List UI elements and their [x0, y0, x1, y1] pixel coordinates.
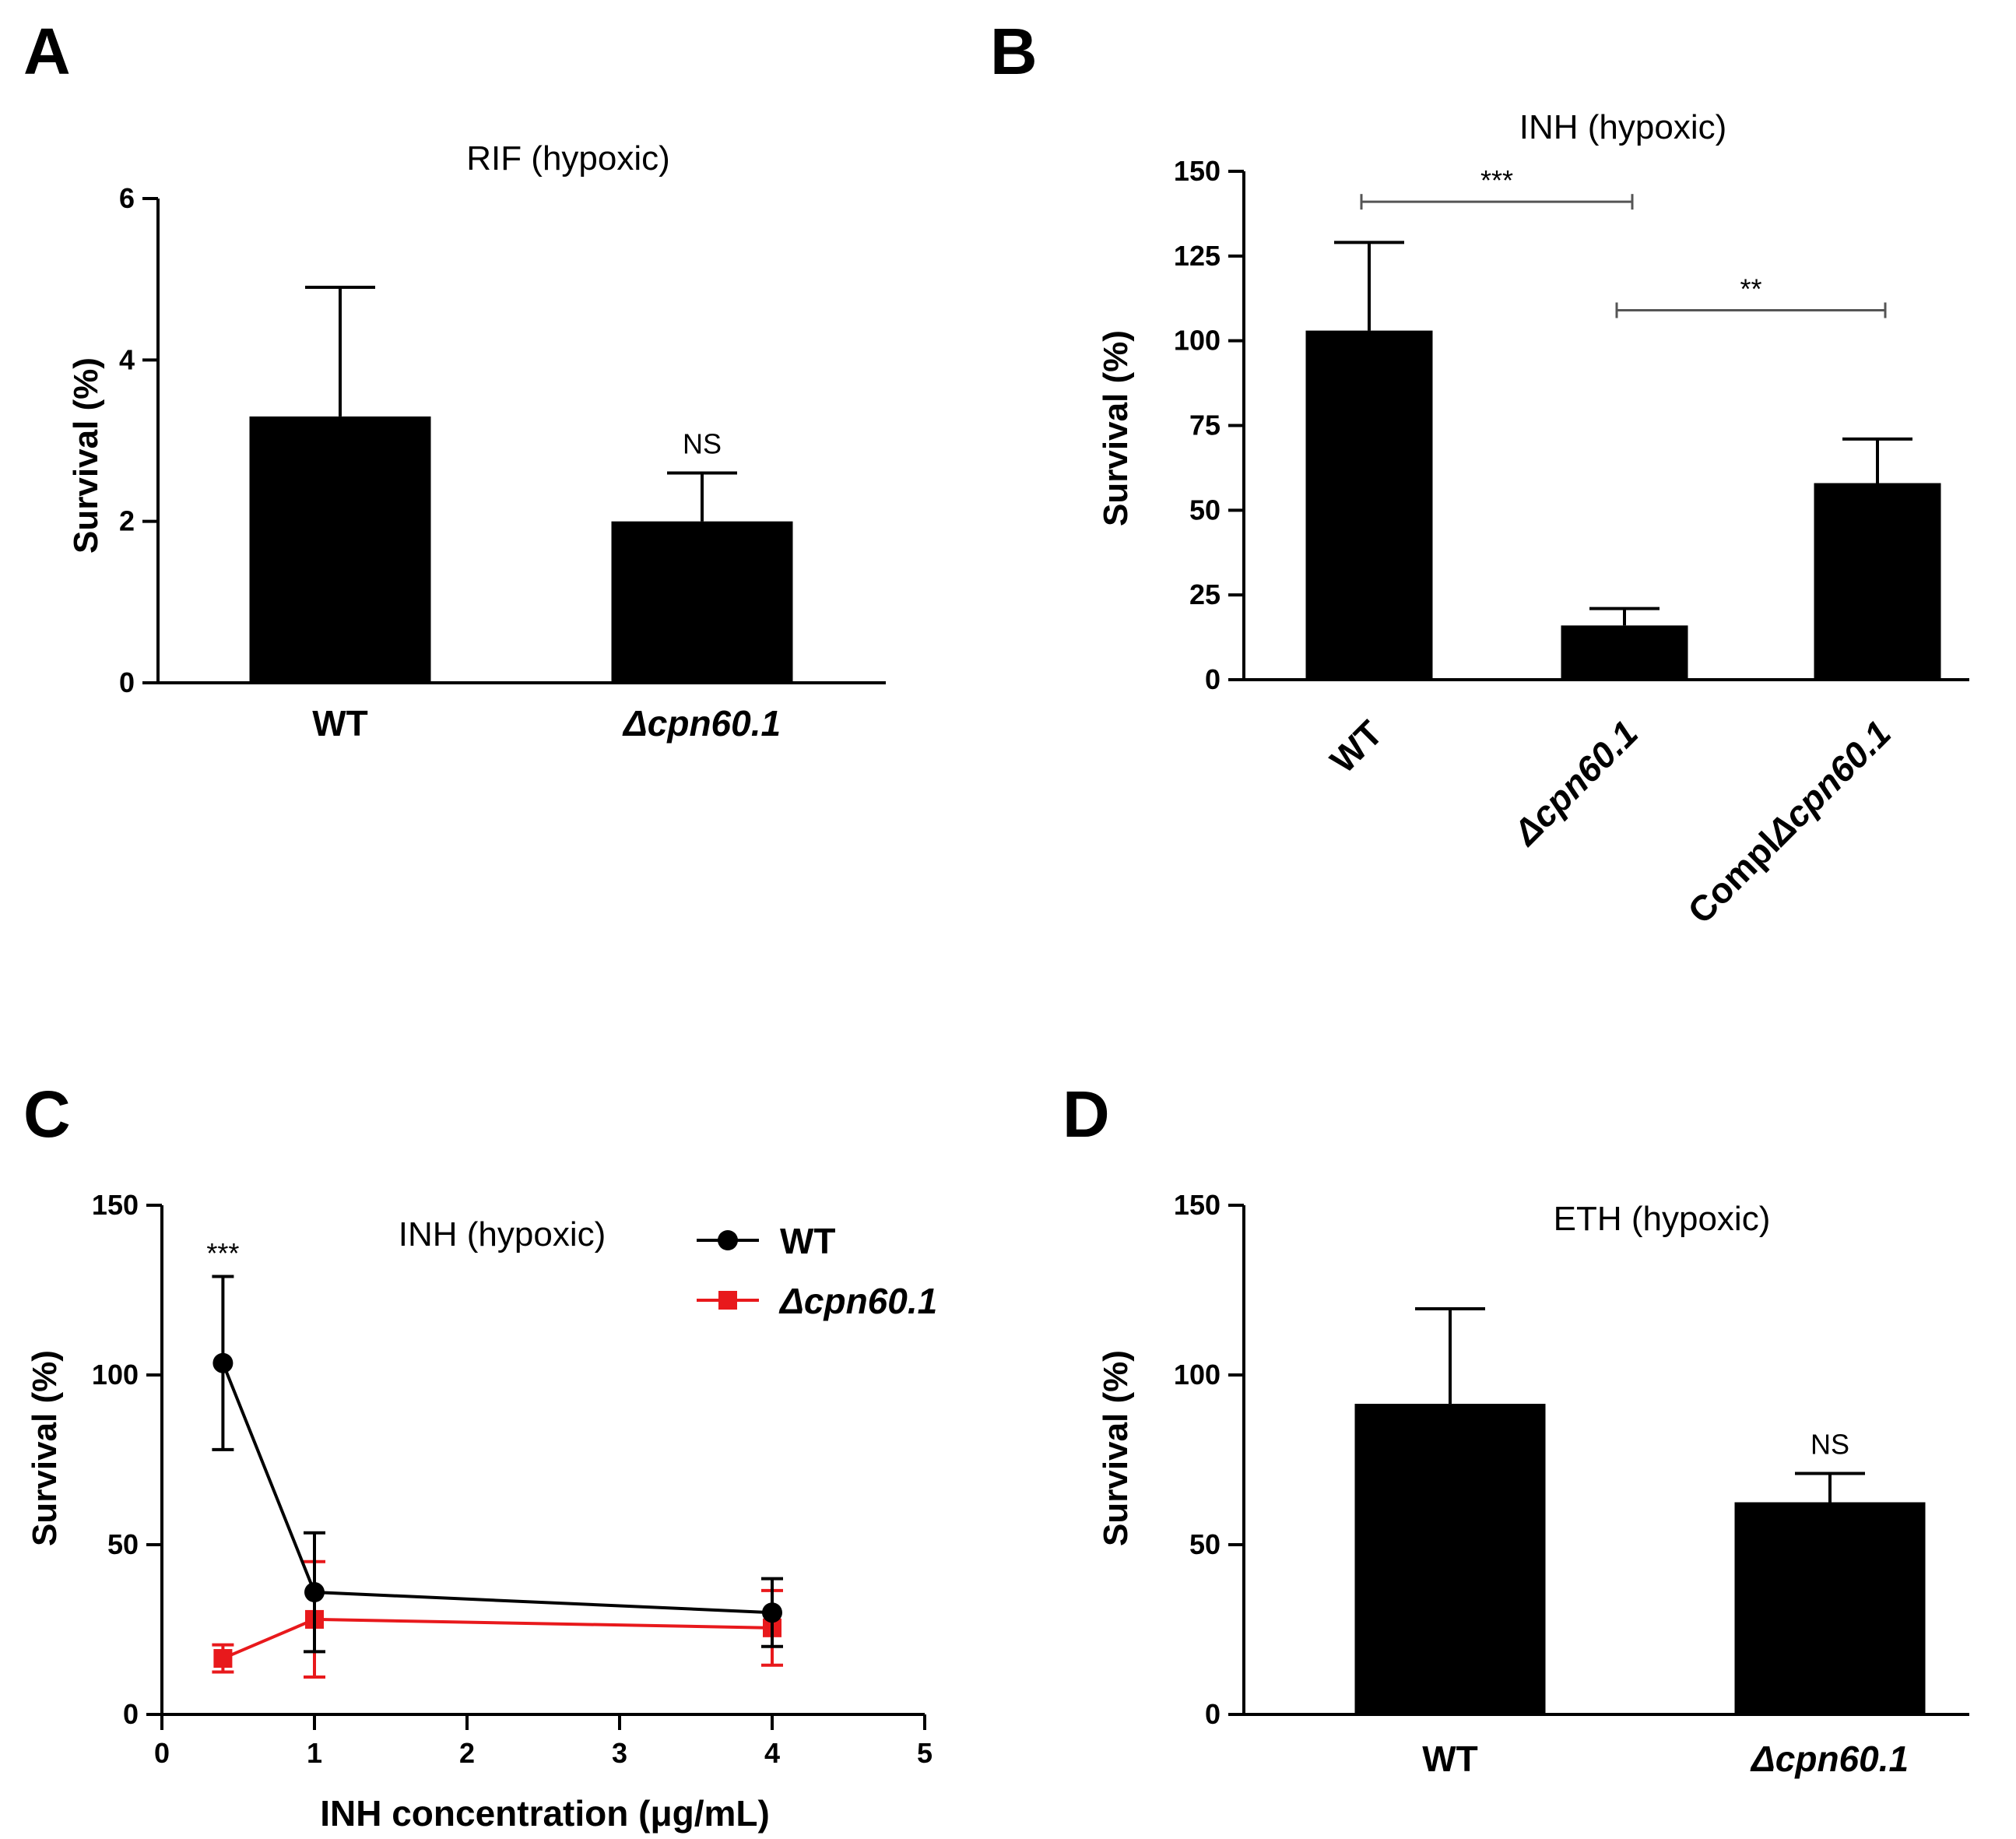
panel-c-y-tick-label-1: 50	[107, 1528, 139, 1560]
panel-c-x-tick-label-5: 5	[917, 1737, 932, 1769]
panel-c-y-tick-label-0: 0	[123, 1698, 139, 1730]
panel-d-y-axis-label: Survival (%)	[1097, 1350, 1135, 1546]
panel-d-category-label-0: WT	[1422, 1739, 1478, 1779]
panel-d-y-tick-label-0: 0	[1205, 1698, 1220, 1730]
panel-d: D ETH (hypoxic) Survival (%) 0 50 100 150 W…	[1062, 1078, 1969, 1779]
panel-c-x-axis-label: INH concentration (μg/mL)	[320, 1793, 770, 1834]
panel-c-x-tick-label-1: 1	[307, 1737, 322, 1769]
panel-b-y-tick-label-2: 50	[1189, 494, 1220, 526]
panel-a-y-axis-label: Survival (%)	[67, 357, 105, 554]
panel-b-category-label-2: ComplΔcpn60.1	[1680, 712, 1898, 931]
panel-d-bar-0	[1354, 1404, 1546, 1714]
panel-b-y-tick-label-4: 100	[1174, 325, 1220, 357]
panel-a-y-tick-label-1: 2	[119, 505, 135, 537]
panel-b-y-tick-label-5: 125	[1174, 240, 1220, 272]
series-wt-point-2	[762, 1602, 782, 1623]
panel-c-y-tick-label-2: 100	[92, 1359, 139, 1391]
panel-d-annotation-0: NS	[1811, 1428, 1849, 1460]
panel-b-bar-1	[1561, 625, 1688, 680]
panel-a-bar-1	[611, 521, 793, 683]
panel-c-x-tick-label-4: 4	[764, 1737, 780, 1769]
panel-b-y-tick-label-3: 75	[1189, 410, 1220, 441]
legend-mutant-marker	[718, 1291, 737, 1310]
legend-mutant-label: Δcpn60.1	[778, 1281, 937, 1321]
panel-a-y-tick-label-3: 6	[119, 182, 135, 214]
panel-a-title: RIF (hypoxic)	[466, 139, 670, 178]
significance-label-0: ***	[1480, 164, 1513, 196]
legend-wt-label: WT	[780, 1221, 836, 1261]
panel-c-y-axis-label: Survival (%)	[26, 1350, 64, 1546]
panel-letter-b: B	[990, 15, 1038, 88]
panel-c-annotation-0: ***	[206, 1237, 239, 1269]
legend-wt-marker	[718, 1230, 738, 1250]
panel-b: B INH (hypoxic) Survival (%) 0 25 50 75 100 1…	[990, 15, 1969, 931]
panel-d-y-tick-label-2: 100	[1174, 1359, 1220, 1391]
panel-d-y-tick-label-1: 50	[1189, 1528, 1220, 1560]
panel-b-title: INH (hypoxic)	[1519, 108, 1727, 146]
panel-a-category-label-0: WT	[312, 703, 368, 744]
panel-b-y-tick-label-6: 150	[1174, 155, 1220, 187]
series-wt-point-1	[304, 1582, 325, 1603]
panel-b-y-axis-label: Survival (%)	[1097, 330, 1135, 526]
panel-letter-c: C	[23, 1078, 71, 1151]
panel-a-annotation-0: NS	[683, 427, 722, 459]
panel-c: C INH (hypoxic) Survival (%) INH concent…	[23, 1078, 937, 1834]
panel-d-title: ETH (hypoxic)	[1554, 1200, 1771, 1238]
panel-d-y-tick-label-3: 150	[1174, 1189, 1220, 1221]
panel-b-bar-2	[1814, 483, 1941, 680]
panel-b-y-tick-label-0: 0	[1205, 663, 1220, 695]
panel-a-bar-0	[249, 416, 431, 683]
series-wt-line	[221, 1362, 773, 1615]
panel-b-category-label-1: Δcpn60.1	[1505, 712, 1645, 853]
panel-b-category-label-0: WT	[1322, 712, 1390, 780]
panel-c-x-tick-label-3: 3	[612, 1737, 627, 1769]
panel-letter-d: D	[1062, 1078, 1110, 1151]
series-mutant-point-0	[213, 1649, 233, 1668]
panel-d-bar-1	[1734, 1502, 1926, 1714]
panel-c-y-tick-label-3: 150	[92, 1189, 139, 1221]
panel-c-x-tick-label-2: 2	[459, 1737, 475, 1769]
panel-a: A RIF (hypoxic) Survival (%) 0 2 4 6 WT Δcpn…	[23, 15, 886, 744]
panel-c-legend: WT Δcpn60.1	[697, 1221, 937, 1321]
panel-c-title: INH (hypoxic)	[399, 1215, 606, 1254]
significance-label-1: **	[1740, 273, 1761, 304]
panel-a-y-tick-label-2: 4	[119, 343, 135, 375]
panel-letter-a: A	[23, 15, 71, 88]
panel-b-bar-0	[1305, 330, 1433, 680]
panel-c-x-tick-label-0: 0	[154, 1737, 170, 1769]
panel-a-category-label-1: Δcpn60.1	[622, 703, 781, 744]
panel-b-y-tick-label-1: 25	[1189, 578, 1220, 610]
panel-d-category-label-1: Δcpn60.1	[1750, 1739, 1909, 1779]
series-wt-point-0	[212, 1352, 234, 1373]
panel-a-y-tick-label-0: 0	[119, 666, 135, 698]
